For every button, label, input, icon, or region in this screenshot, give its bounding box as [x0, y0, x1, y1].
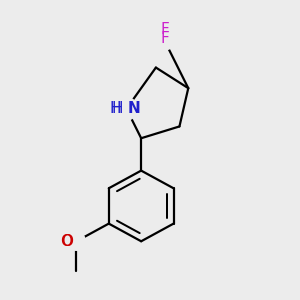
- Circle shape: [156, 32, 174, 50]
- Circle shape: [68, 232, 85, 250]
- Text: H: H: [112, 101, 124, 116]
- Text: F: F: [160, 31, 169, 46]
- Text: N: N: [128, 101, 141, 116]
- Text: F: F: [160, 22, 169, 37]
- Text: H: H: [109, 101, 121, 116]
- Text: O: O: [61, 234, 74, 249]
- Circle shape: [156, 32, 174, 50]
- Circle shape: [104, 94, 134, 124]
- Circle shape: [115, 98, 138, 120]
- Circle shape: [68, 232, 85, 250]
- Text: O: O: [60, 234, 72, 249]
